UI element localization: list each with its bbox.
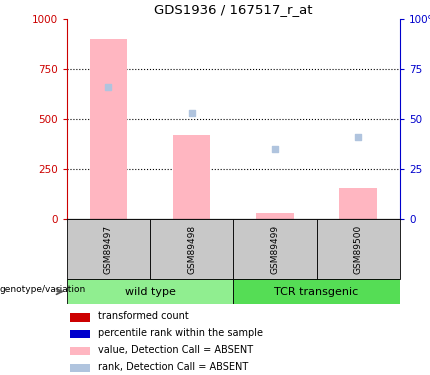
Bar bbox=[173, 135, 210, 219]
Bar bbox=[89, 39, 127, 219]
Bar bbox=[70, 330, 90, 338]
Bar bbox=[67, 219, 150, 279]
Text: TCR transgenic: TCR transgenic bbox=[274, 286, 359, 297]
Bar bbox=[150, 219, 233, 279]
Bar bbox=[70, 314, 90, 321]
Text: value, Detection Call = ABSENT: value, Detection Call = ABSENT bbox=[98, 345, 253, 355]
Point bbox=[355, 134, 362, 140]
Bar bbox=[70, 364, 90, 372]
Text: wild type: wild type bbox=[125, 286, 175, 297]
Bar bbox=[256, 213, 294, 219]
Bar bbox=[233, 279, 400, 304]
Text: rank, Detection Call = ABSENT: rank, Detection Call = ABSENT bbox=[98, 362, 248, 372]
Text: GSM89500: GSM89500 bbox=[354, 225, 363, 274]
Bar bbox=[233, 219, 316, 279]
Bar bbox=[70, 347, 90, 355]
Text: GSM89499: GSM89499 bbox=[270, 225, 280, 274]
Point bbox=[188, 110, 195, 116]
Point bbox=[271, 146, 278, 152]
Text: GSM89497: GSM89497 bbox=[104, 225, 113, 274]
Text: GSM89498: GSM89498 bbox=[187, 225, 196, 274]
Bar bbox=[316, 219, 400, 279]
Text: transformed count: transformed count bbox=[98, 311, 188, 321]
Bar bbox=[67, 279, 233, 304]
Text: genotype/variation: genotype/variation bbox=[0, 285, 86, 294]
Title: GDS1936 / 167517_r_at: GDS1936 / 167517_r_at bbox=[154, 3, 313, 16]
Text: percentile rank within the sample: percentile rank within the sample bbox=[98, 328, 263, 338]
Bar bbox=[340, 188, 377, 219]
Point bbox=[105, 84, 112, 90]
